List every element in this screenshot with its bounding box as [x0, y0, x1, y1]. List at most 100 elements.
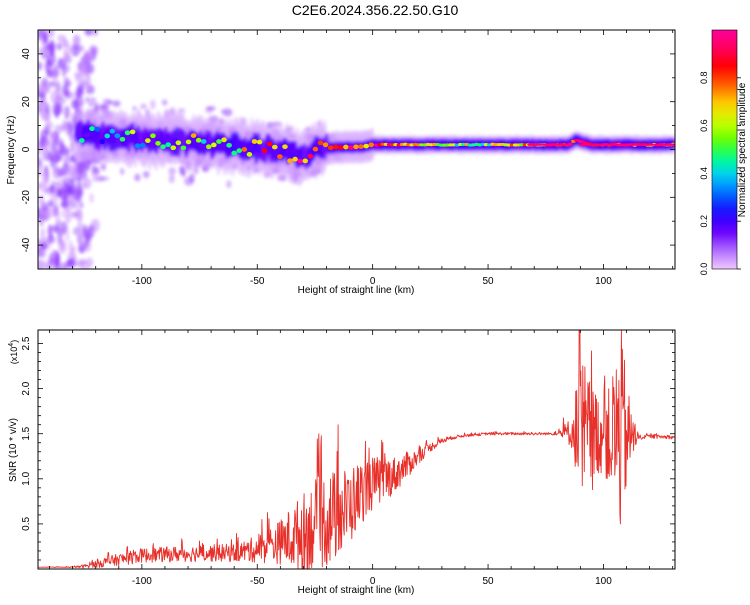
spectrogram-ridge-point	[317, 140, 324, 146]
spectrogram-ridge-point	[160, 144, 166, 150]
spectrogram-ridge-core	[630, 143, 636, 146]
spectrogram-noise-blob	[52, 76, 58, 83]
spectrogram-ridge-point	[327, 145, 334, 151]
spectrogram-noise-blob	[43, 32, 48, 44]
spectrogram-noise-blob	[132, 106, 137, 111]
spectrogram-y-tick-label: 20	[21, 96, 32, 108]
spectrogram-ridge-point	[231, 150, 237, 156]
snr-y-label: SNR (10 * v/v)	[8, 418, 19, 482]
snr-panel: -100 -50 0 50 100 0.5 1.0 1.5 2.0 2.5 Height of …	[8, 329, 676, 596]
spectrogram-ridge-point	[343, 144, 349, 150]
spectrogram-noise-blob	[77, 61, 86, 74]
spectrogram-ridge-point	[332, 144, 339, 150]
spectrogram-noise-blob	[40, 242, 48, 251]
spectrogram-noise-blob	[43, 138, 51, 153]
spectrogram-ridge-core	[608, 143, 614, 146]
spectrogram-ridge-point	[353, 144, 359, 150]
spectrogram-ridge-point	[302, 158, 309, 164]
spectrogram-noise-blob	[68, 127, 74, 140]
spectrogram-noise-blob	[64, 80, 72, 87]
spectrogram-x-tick-label: 100	[595, 276, 612, 287]
spectrogram-noise-blob	[70, 201, 78, 209]
snr-x-tick-label: 100	[595, 576, 612, 587]
spectrogram-noise	[38, 30, 343, 269]
spectrogram-noise-blob	[41, 51, 49, 60]
spectrogram-ridge-core	[549, 143, 554, 146]
spectrogram-ridge-point	[348, 145, 354, 150]
spectrogram-noise-blob	[64, 105, 70, 120]
spectrogram-ridge-point	[185, 139, 192, 145]
spectrogram-noise-blob	[76, 161, 84, 173]
spectrogram-ridge-point	[175, 140, 182, 146]
spectrogram-ridge-core	[612, 143, 617, 146]
spectrogram-ridge-point	[251, 139, 258, 144]
spectrogram-ridge-point	[282, 144, 288, 150]
spectrogram-noise-blob	[42, 148, 51, 162]
spectrogram-ridge-point	[200, 139, 207, 144]
spectrogram-noise-blob	[48, 80, 56, 88]
spectrogram-ridge-core	[616, 143, 621, 146]
colorbar-tick-label: 0.0	[699, 263, 709, 276]
spectrogram-y-tick-label: 40	[21, 48, 32, 60]
spectrogram-ridge-point	[216, 139, 222, 144]
snr-y-tick-label: 1.5	[21, 426, 32, 440]
spectrogram-ridge-core	[641, 143, 647, 146]
svg-text:(x104): (x104)	[8, 340, 19, 364]
spectrogram-noise-blob	[60, 200, 69, 209]
spectrogram-noise-blob	[54, 132, 59, 146]
spectrogram-noise-blob	[134, 173, 141, 182]
spectrogram-noise-blob	[90, 97, 97, 102]
spectrogram-ridge-point	[119, 136, 126, 142]
spectrogram-noise-blob	[77, 188, 84, 197]
spectrogram-y-tick-label: -40	[21, 237, 32, 252]
spectrogram-ridge-point	[139, 142, 146, 148]
spectrogram-ridge-point	[271, 144, 278, 150]
snr-x-tick-label: 50	[482, 576, 494, 587]
snr-frame	[37, 329, 676, 570]
spectrogram-noise-blob	[78, 201, 84, 209]
spectrogram-ridge-core	[671, 143, 675, 146]
spectrogram-ridge-core	[604, 143, 610, 146]
spectrogram-ridge-point	[256, 139, 263, 145]
spectrogram-ridge-core	[667, 143, 673, 146]
spectrogram-ridge-core	[556, 143, 562, 146]
spectrogram-noise-blob	[70, 112, 76, 121]
spectrogram-ridge-point	[266, 141, 273, 147]
spectrogram-noise-blob	[70, 211, 79, 218]
spectrogram-noise-blob	[72, 34, 81, 48]
spectrogram-y-label: Frequency (Hz)	[6, 116, 17, 185]
spectrogram-noise-blob	[63, 191, 69, 199]
spectrogram-x-label: Height of straight line (km)	[298, 285, 415, 296]
spectrogram-ridge-core	[568, 143, 573, 146]
spectrogram-panel: -100 -50 0 50 100 -40 -20 0 20 40 Height of stra…	[6, 29, 676, 296]
snr-y-tick-label: 2.0	[21, 381, 32, 395]
spectrogram-ridge-point	[226, 142, 232, 148]
spectrogram-noise-blob	[38, 248, 44, 259]
spectrogram-ridge-point	[180, 145, 187, 151]
spectrogram-noise-blob	[49, 41, 55, 56]
spectrogram-ridge-point	[124, 130, 131, 136]
spectrogram-ridge-core	[560, 143, 566, 146]
spectrogram-ridge-core	[545, 143, 551, 146]
snr-multiplier-base: (x10	[9, 347, 19, 365]
spectrogram-ridge-point	[150, 133, 156, 139]
spectrogram-noise-blob	[98, 104, 108, 110]
spectrogram-noise-blob	[142, 171, 150, 179]
snr-y-tick-label: 1.0	[21, 471, 32, 485]
spectrogram-noise-blob	[69, 141, 75, 154]
spectrogram-noise-blob	[92, 166, 101, 175]
spectrogram-ridge-point	[368, 142, 375, 148]
spectrogram-ridge-core	[619, 143, 625, 146]
spectrogram-noise-blob	[58, 261, 64, 269]
spectrogram-noise-blob	[65, 229, 70, 243]
spectrogram-ridge-point	[205, 144, 212, 150]
spectrogram-noise-blob	[78, 241, 86, 254]
spectrogram-ridge-point	[134, 143, 141, 149]
spectrogram-y-ticks: -40 -20 0 20 40	[21, 29, 675, 270]
spectrogram-noise-blob	[44, 169, 50, 183]
spectrogram-x-tick-label: 50	[482, 276, 494, 287]
snr-x-tick-label: -50	[250, 576, 265, 587]
spectrogram-noise-blob	[161, 99, 168, 106]
spectrogram-noise-blob	[51, 224, 60, 232]
